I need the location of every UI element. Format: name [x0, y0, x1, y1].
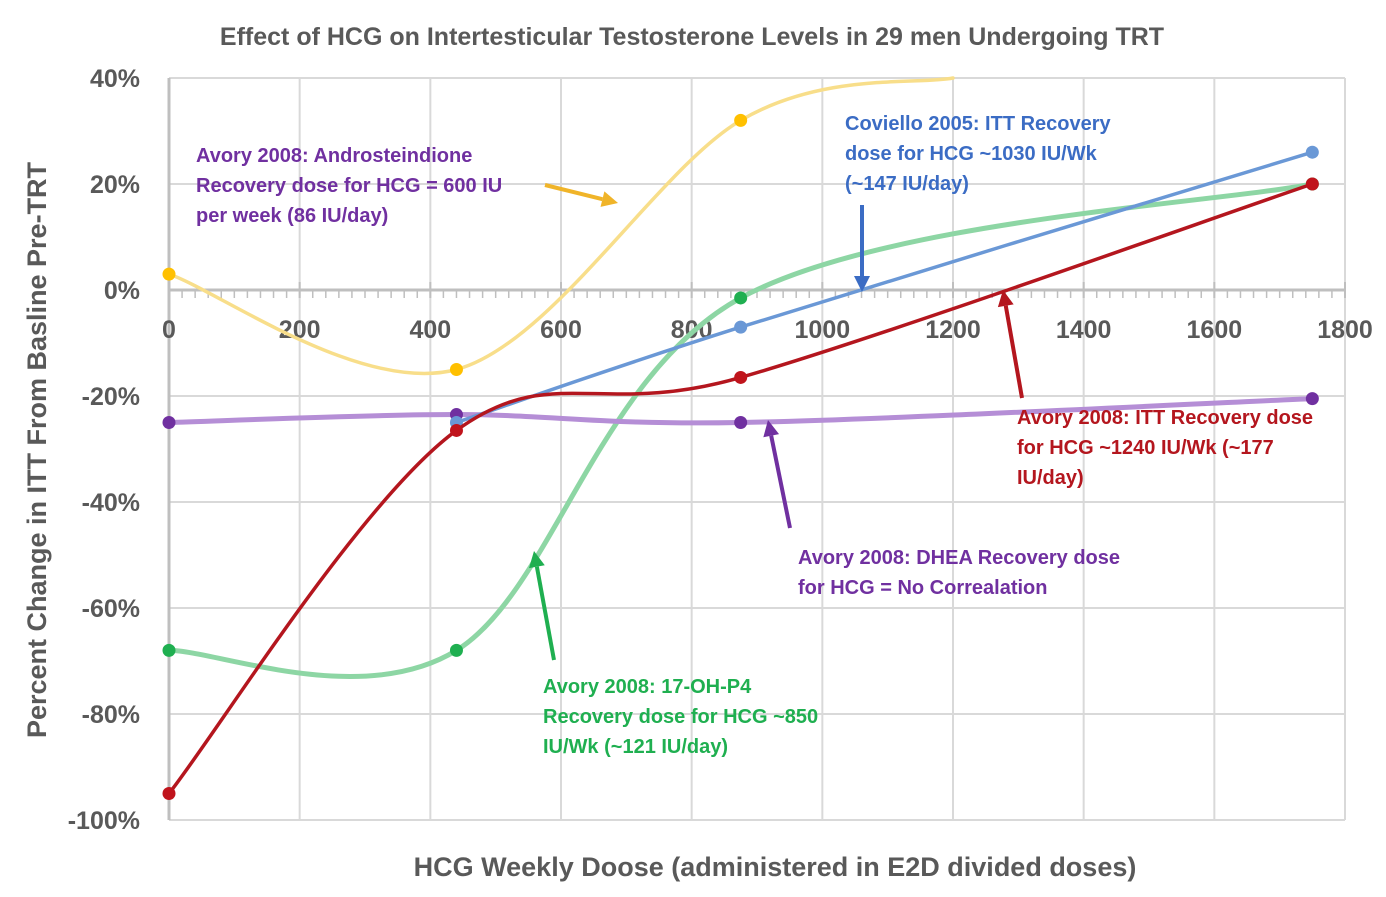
arrow-head [600, 191, 618, 207]
x-tick-label: 0 [162, 316, 176, 344]
annotation-line: Recovery dose for HCG = 600 IU [196, 175, 502, 197]
y-tick-label: -20% [82, 383, 140, 411]
annotation-line: for HCG = No Correalation [798, 577, 1047, 599]
annotation-17ohp4: Avory 2008: 17-OH-P4 Recovery dose for HC… [543, 676, 818, 758]
data-point [734, 320, 748, 334]
annotation-arrows [529, 183, 1024, 661]
annotation-line: Avory 2008: 17-OH-P4 [543, 676, 752, 698]
data-point [449, 423, 463, 437]
series-itt-avory- [162, 177, 1319, 800]
androstenedione-arrow [544, 183, 618, 207]
x-tick-label: 1200 [925, 316, 981, 344]
series-line [167, 182, 1315, 796]
x-tick-label: 400 [409, 316, 451, 344]
17ohp4-arrow [529, 551, 556, 661]
annotation-androstenedione: Avory 2008: Androsteindione Recovery dose… [196, 145, 502, 227]
arrow-shaft [544, 183, 603, 202]
y-tick-label: -100% [68, 807, 140, 835]
x-tick-label: 600 [540, 316, 582, 344]
data-point [162, 787, 176, 800]
x-tick-label: 1000 [795, 316, 851, 344]
series-17-oh-p4 [162, 177, 1319, 680]
annotation-line: (~147 IU/day) [845, 173, 969, 195]
data-point [734, 291, 748, 305]
annotation-line: Avory 2008: Androsteindione [196, 145, 472, 167]
data-point [734, 416, 748, 429]
x-tick-label: 1600 [1187, 316, 1243, 344]
chart-title: Effect of HCG on Intertesticular Testost… [220, 23, 1164, 51]
dhea-arrow [763, 420, 792, 529]
data-point [449, 363, 463, 376]
annotation-line: Coviello 2005: ITT Recovery [845, 113, 1112, 135]
y-tick-label: -60% [82, 595, 140, 623]
annotation-line: for HCG ~1240 IU/Wk (~177 [1017, 437, 1274, 459]
y-tick-label: 40% [90, 65, 140, 93]
annotations: Avory 2008: Androsteindione Recovery dose… [196, 113, 1313, 758]
x-tick-label: 1800 [1317, 316, 1373, 344]
annotation-dhea: Avory 2008: DHEA Recovery dose for HCG = … [798, 547, 1120, 599]
y-tick-label: 0% [104, 277, 140, 305]
y-tick-labels: 40% 20% 0% -20% -40% -60% -80% -100% [68, 65, 140, 835]
data-point [1305, 177, 1319, 191]
data-point [734, 113, 748, 127]
arrow-shaft [769, 435, 792, 529]
annotation-line: Recovery dose for HCG ~850 [543, 706, 818, 728]
data-point [162, 643, 176, 657]
grid [167, 77, 1346, 821]
avory-itt-arrow [997, 290, 1024, 399]
arrow-head [997, 290, 1014, 308]
annotation-line: IU/day) [1017, 467, 1084, 489]
series-lines [162, 76, 1319, 800]
annotation-line: per week (86 IU/day) [196, 205, 388, 227]
data-point [162, 416, 176, 429]
annotation-coviello: Coviello 2005: ITT Recovery dose for HCG … [845, 113, 1112, 195]
series-dhea [162, 392, 1319, 429]
annotation-line: Avory 2008: DHEA Recovery dose [798, 547, 1120, 569]
annotation-line: dose for HCG ~1030 IU/Wk [845, 143, 1098, 165]
arrow-head [763, 420, 780, 438]
arrow-head [529, 551, 545, 569]
annotation-line: IU/Wk (~121 IU/day) [543, 736, 728, 758]
y-tick-label: -80% [82, 701, 140, 729]
y-tick-label: -40% [82, 489, 140, 517]
data-point [734, 370, 748, 384]
annotation-line: Avory 2008: ITT Recovery dose [1017, 407, 1313, 429]
data-point [162, 267, 176, 281]
series-line [167, 76, 955, 376]
y-axis-label: Percent Change in ITT From Basline Pre-T… [22, 161, 52, 738]
series-line [166, 396, 1315, 426]
x-tick-label: 1400 [1056, 316, 1112, 344]
data-point [1305, 145, 1319, 159]
arrow-shaft [534, 566, 556, 661]
data-point [1305, 392, 1319, 406]
data-point [449, 643, 463, 657]
series-androstenedione [162, 76, 955, 376]
x-axis-label: HCG Weekly Doose (administered in E2D di… [414, 852, 1137, 882]
coviello-arrow [854, 205, 870, 292]
y-tick-label: 20% [90, 171, 140, 199]
arrow-head [854, 276, 870, 292]
arrow-shaft [1003, 305, 1024, 399]
series-line [166, 181, 1315, 680]
annotation-avory-itt: Avory 2008: ITT Recovery dose for HCG ~12… [1017, 407, 1313, 489]
